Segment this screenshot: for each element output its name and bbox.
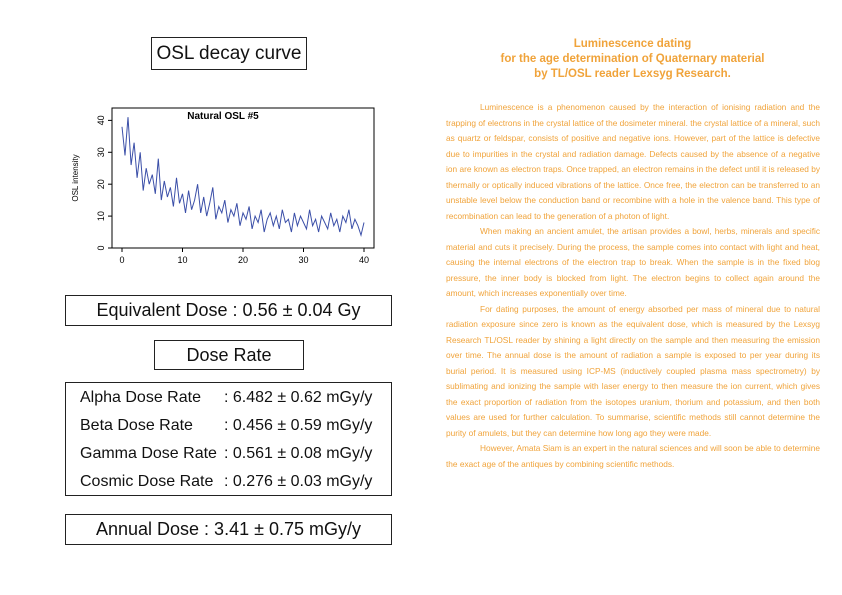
x-tick-label: 30 [298,255,308,265]
article-title: Luminescence dating for the age determin… [470,37,795,82]
article-paragraph: For dating purposes, the amount of energ… [446,303,820,438]
article-paragraph: Luminescence is a phenomenon caused by t… [446,102,820,221]
dose-rate-title-text: Dose Rate [186,344,272,365]
dose-rate-value: : 0.561 ± 0.08 mGy/y [224,445,373,462]
y-axis-label: OSL intensity [71,154,80,201]
article-title-line: by TL/OSL reader Lexsyg Research. [534,68,731,80]
article-body: Luminescence is a phenomenon caused by t… [446,100,820,472]
dose-rate-value: : 6.482 ± 0.62 mGy/y [224,389,373,406]
dose-rate-label: Gamma Dose Rate [80,445,217,462]
y-tick-label: 10 [96,211,106,221]
dose-rate-label: Beta Dose Rate [80,417,193,434]
chart-title: Natural OSL #5 [187,111,259,122]
osl-decay-curve-title-text: OSL decay curve [156,42,302,64]
dose-rate-table: Alpha Dose Rate : 6.482 ± 0.62 mGy/y Bet… [65,382,392,496]
y-tick-label: 40 [96,115,106,125]
dose-rate-title: Dose Rate [154,340,304,370]
dose-rate-row-alpha: Alpha Dose Rate : 6.482 ± 0.62 mGy/y [80,389,372,411]
x-tick-label: 20 [238,255,248,265]
y-tick-label: 0 [96,245,106,250]
article-title-line: for the age determination of Quaternary … [500,53,765,65]
osl-series-line [121,117,365,238]
dose-rate-value: : 0.276 ± 0.03 mGy/y [224,473,373,490]
dose-rate-label: Alpha Dose Rate [80,389,201,406]
x-tick-label: 10 [177,255,187,265]
dose-rate-row-beta: Beta Dose Rate : 0.456 ± 0.59 mGy/y [80,417,372,439]
equivalent-dose-box: Equivalent Dose : 0.56 ± 0.04 Gy [65,295,392,326]
dose-rate-value: : 0.456 ± 0.59 mGy/y [224,417,373,434]
osl-decay-curve-title: OSL decay curve [151,37,307,70]
x-tick-label: 0 [119,255,124,265]
equivalent-dose-text: Equivalent Dose : 0.56 ± 0.04 Gy [96,300,361,320]
osl-decay-chart: 0 10 20 30 40 0 10 20 30 40 Natural OSL #5 OSL inte… [64,96,394,278]
dose-rate-label: Cosmic Dose Rate [80,473,214,490]
dose-rate-row-cosmic: Cosmic Dose Rate : 0.276 ± 0.03 mGy/y [80,473,372,495]
y-tick-label: 20 [96,179,106,189]
osl-decay-chart-svg: 0 10 20 30 40 0 10 20 30 40 Natural OSL #5 OSL inte… [71,107,375,265]
x-tick-label: 40 [359,255,369,265]
dose-rate-row-gamma: Gamma Dose Rate : 0.561 ± 0.08 mGy/y [80,445,372,467]
article-paragraph: When making an ancient amulet, the artis… [446,226,820,298]
article-title-line: Luminescence dating [573,38,692,50]
annual-dose-text: Annual Dose : 3.41 ± 0.75 mGy/y [95,519,362,539]
article-paragraph: However, Amata Siam is an expert in the … [446,443,820,469]
y-tick-label: 30 [96,147,106,157]
annual-dose-box: Annual Dose : 3.41 ± 0.75 mGy/y [65,514,392,545]
